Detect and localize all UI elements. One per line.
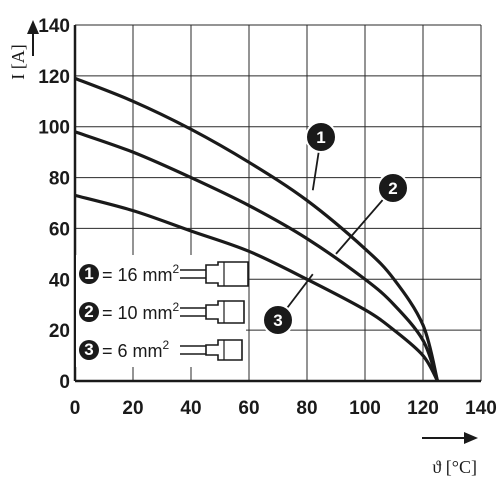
ferrule-body [205,300,245,324]
callout-badge [262,304,294,336]
legend-badge-number: 3 [84,340,93,359]
y-tick-label: 120 [38,67,70,88]
y-axis-label: I [A] [8,44,28,79]
x-tick-label: 100 [349,398,381,419]
series-line-1 [74,76,440,382]
series-line-3 [74,193,439,382]
y-tick-label: 0 [59,372,70,393]
x-axis-label: ϑ [°C] [432,457,477,477]
ferrule-icon [180,261,249,287]
x-tick-label: 140 [465,398,497,419]
legend-badge-number: 2 [84,302,93,321]
callout-number: 2 [388,179,397,198]
legend-label: = 16 mm2 [102,262,180,285]
callout-3: 3 [262,273,314,336]
callout-2: 2 [335,172,409,255]
callout-badge [377,172,409,204]
legend-item-2: 2 = 10 mm2 [79,300,245,324]
ferrule-icon [180,339,243,361]
x-tick-label: 40 [180,398,201,419]
y-axis-arrowhead [27,20,39,34]
legend-label-superscript: 2 [173,262,180,276]
ferrule-wire [180,307,206,317]
legend-badge-number: 1 [84,264,93,283]
callout-number: 3 [273,311,282,330]
legend-label-superscript: 2 [173,300,180,314]
ferrule-wire [180,345,206,355]
callout-number: 1 [316,128,325,147]
x-tick-label: 0 [70,398,81,419]
y-tick-label: 100 [38,118,70,139]
callout-badge [305,121,337,153]
ferrule-icon [180,300,245,324]
legend-badge [79,264,99,284]
legend-label: = 10 mm2 [102,300,180,323]
legend-label-superscript: 2 [163,338,170,352]
legend-item-1: 1 = 16 mm2 [79,261,249,287]
y-tick-label: 40 [49,270,70,291]
legend-item-3: 3 = 6 mm2 [79,338,243,361]
x-tick-label: 80 [296,398,317,419]
y-tick-label: 140 [38,16,70,37]
legend-badge [79,340,99,360]
y-tick-label: 60 [49,219,70,240]
x-tick-label: 120 [407,398,439,419]
ferrule-wire [180,269,206,279]
callout-1: 1 [305,121,337,191]
y-tick-label: 20 [49,321,70,342]
legend-badge [79,302,99,322]
x-tick-label: 20 [122,398,143,419]
series-line-2 [74,130,440,382]
x-tick-label: 60 [238,398,259,419]
x-axis-arrowhead [464,432,478,444]
ferrule-body [205,261,249,287]
series-lines [74,76,440,382]
y-tick-label: 80 [49,169,70,190]
legend-label: = 6 mm2 [102,338,170,361]
